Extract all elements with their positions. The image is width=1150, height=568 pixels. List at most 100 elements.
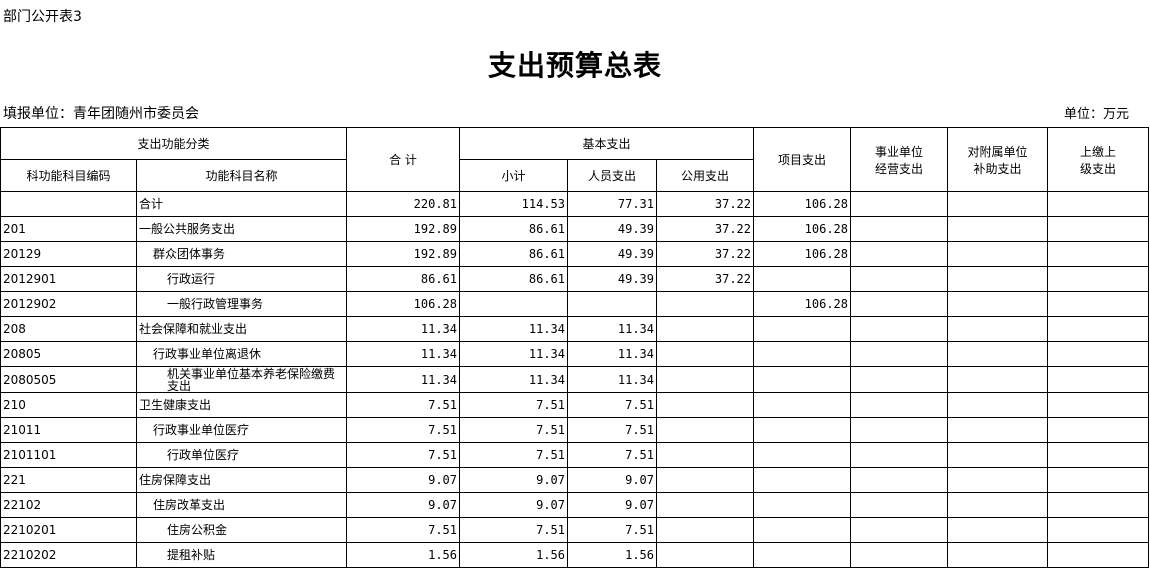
- public-cell: 37.22: [656, 191, 754, 217]
- basic-subtotal-cell: 86.61: [459, 266, 568, 292]
- table-row: 20129 群众团体事务 192.89 86.61 49.39 37.22 106.28: [0, 241, 1149, 267]
- empty-cell: [947, 341, 1048, 367]
- code-cell: 2101101: [0, 442, 137, 468]
- public-cell: 37.22: [656, 266, 754, 292]
- name-cell: 机关事业单位基本养老保险缴费支出: [136, 366, 347, 393]
- basic-subtotal-cell: 7.51: [459, 442, 568, 468]
- empty-cell: [850, 191, 948, 217]
- personnel-cell: 11.34: [567, 341, 657, 367]
- project-cell: 106.28: [753, 216, 851, 242]
- project-cell: [753, 392, 851, 418]
- table-row: 22102 住房改革支出 9.07 9.07 9.07: [0, 492, 1149, 518]
- basic-subtotal-cell: [459, 291, 568, 317]
- code-cell: 210: [0, 392, 137, 418]
- code-cell: 2012901: [0, 266, 137, 292]
- personnel-cell: 49.39: [567, 266, 657, 292]
- empty-cell: [947, 191, 1048, 217]
- page-title: 支出预算总表: [487, 49, 662, 82]
- table-row: 21011 行政事业单位医疗 7.51 7.51 7.51: [0, 417, 1149, 443]
- name-cell: 一般行政管理事务: [136, 291, 347, 317]
- header-cell: 支出功能分类: [0, 127, 347, 160]
- personnel-cell: 7.51: [567, 417, 657, 443]
- code-cell: 20805: [0, 341, 137, 367]
- empty-cell: [947, 417, 1048, 443]
- table-row: 2012902 一般行政管理事务 106.28 106.28: [0, 291, 1149, 317]
- basic-subtotal-cell: 9.07: [459, 492, 568, 518]
- total-cell: 220.81: [346, 191, 460, 217]
- name-cell: 提租补贴: [136, 542, 347, 568]
- empty-cell: [1047, 266, 1149, 292]
- money-unit: 单位：万元: [1064, 107, 1130, 122]
- basic-subtotal-cell: 9.07: [459, 467, 568, 493]
- personnel-cell: [567, 291, 657, 317]
- table-row: 2101101 行政单位医疗 7.51 7.51 7.51: [0, 442, 1149, 468]
- personnel-cell: 9.07: [567, 492, 657, 518]
- empty-cell: [1047, 417, 1149, 443]
- header-line: 上缴上: [1079, 144, 1116, 159]
- table-row: 2012901 行政运行 86.61 86.61 49.39 37.22: [0, 266, 1149, 292]
- code-cell: 2210201: [0, 517, 137, 543]
- header-cell: 基本支出: [459, 127, 754, 160]
- name-cell: 卫生健康支出: [136, 392, 347, 418]
- public-cell: 37.22: [656, 241, 754, 267]
- empty-cell: [1047, 492, 1149, 518]
- empty-cell: [850, 517, 948, 543]
- project-cell: [753, 442, 851, 468]
- personnel-cell: 9.07: [567, 467, 657, 493]
- total-cell: 192.89: [346, 216, 460, 242]
- total-cell: 11.34: [346, 316, 460, 342]
- personnel-cell: 7.51: [567, 392, 657, 418]
- project-cell: 106.28: [753, 191, 851, 217]
- empty-cell: [1047, 442, 1149, 468]
- budget-table: 支出功能分类 合 计 基本支出 项目支出 事业单位 经营支出 对附属单位 补助支出 …: [0, 127, 1149, 568]
- empty-cell: [850, 442, 948, 468]
- basic-subtotal-cell: 7.51: [459, 392, 568, 418]
- empty-cell: [947, 291, 1048, 317]
- personnel-cell: 7.51: [567, 442, 657, 468]
- filler-unit: 填报单位：青年团随州市委员会: [3, 106, 199, 122]
- basic-subtotal-cell: 1.56: [459, 542, 568, 568]
- total-cell: 7.51: [346, 392, 460, 418]
- basic-subtotal-cell: 86.61: [459, 241, 568, 267]
- name-cell: 合计: [136, 191, 347, 217]
- public-cell: [656, 316, 754, 342]
- total-cell: 192.89: [346, 241, 460, 267]
- empty-cell: [1047, 542, 1149, 568]
- total-cell: 1.56: [346, 542, 460, 568]
- public-cell: [656, 366, 754, 393]
- public-cell: [656, 492, 754, 518]
- empty-cell: [1047, 241, 1149, 267]
- basic-subtotal-cell: 11.34: [459, 366, 568, 393]
- code-cell: 22102: [0, 492, 137, 518]
- personnel-cell: 1.56: [567, 542, 657, 568]
- project-cell: [753, 492, 851, 518]
- table-row: 208 社会保障和就业支出 11.34 11.34 11.34: [0, 316, 1149, 342]
- empty-cell: [1047, 392, 1149, 418]
- public-cell: [656, 392, 754, 418]
- total-cell: 86.61: [346, 266, 460, 292]
- name-cell: 行政事业单位医疗: [136, 417, 347, 443]
- table-row: 201 一般公共服务支出 192.89 86.61 49.39 37.22 106.28: [0, 216, 1149, 242]
- name-cell: 群众团体事务: [136, 241, 347, 267]
- total-cell: 7.51: [346, 442, 460, 468]
- project-cell: [753, 366, 851, 393]
- empty-cell: [850, 392, 948, 418]
- total-cell: 106.28: [346, 291, 460, 317]
- basic-subtotal-cell: 11.34: [459, 341, 568, 367]
- header-cell: 合 计: [346, 127, 460, 192]
- public-cell: [656, 291, 754, 317]
- empty-cell: [1047, 467, 1149, 493]
- public-cell: [656, 417, 754, 443]
- name-cell: 住房公积金: [136, 517, 347, 543]
- public-cell: [656, 442, 754, 468]
- empty-cell: [947, 366, 1048, 393]
- personnel-cell: 77.31: [567, 191, 657, 217]
- header-cell: 人员支出: [567, 159, 657, 192]
- basic-subtotal-cell: 114.53: [459, 191, 568, 217]
- form-number: 部门公开表3: [3, 9, 82, 25]
- code-cell: 208: [0, 316, 137, 342]
- empty-cell: [850, 291, 948, 317]
- header-cell: 科功能科目编码: [0, 159, 137, 192]
- empty-cell: [850, 316, 948, 342]
- empty-cell: [1047, 366, 1149, 393]
